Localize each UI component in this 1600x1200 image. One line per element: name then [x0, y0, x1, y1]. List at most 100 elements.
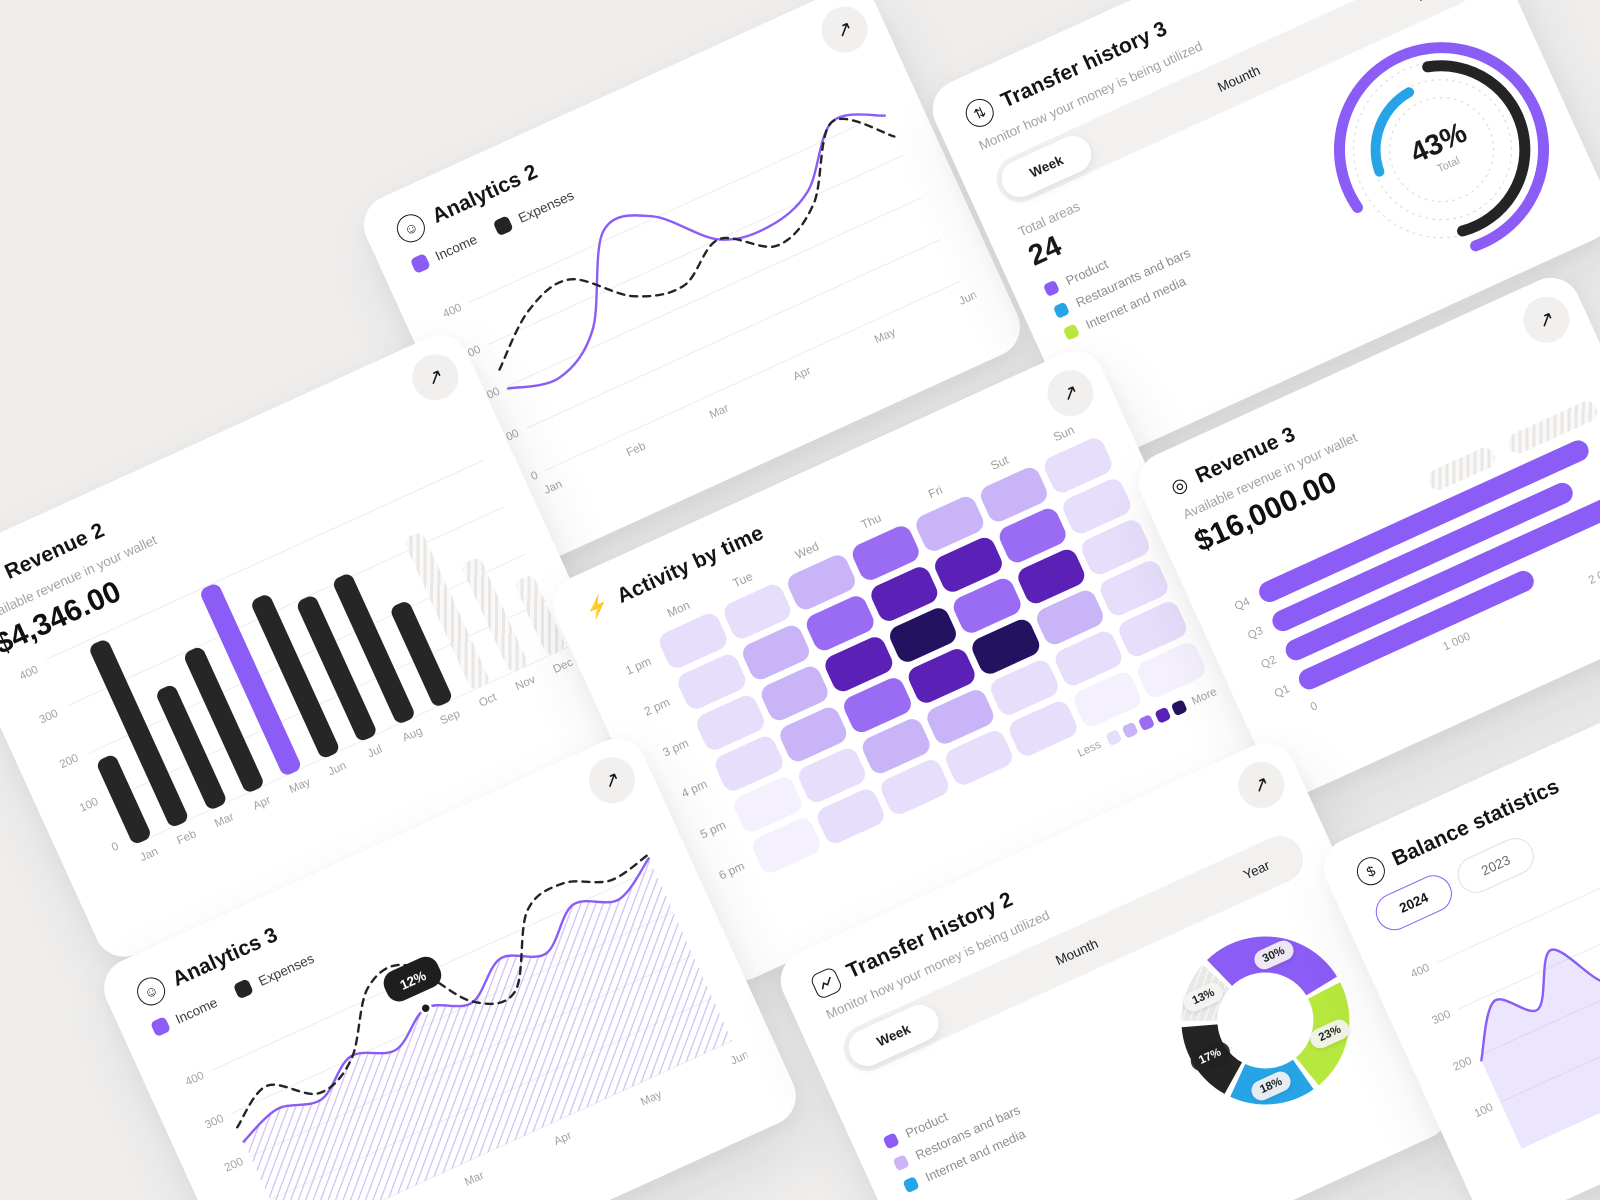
expenses-swatch [492, 215, 515, 237]
x-tick: Jun [326, 759, 349, 779]
card-transfer-history-2: ↗ Transfer history 2 Monitor how your mo… [771, 733, 1459, 1200]
y-tick: 100 [77, 796, 101, 815]
series-income [242, 857, 650, 1143]
smiley-icon: ☺ [392, 209, 430, 247]
x-tick: Dec [551, 656, 575, 676]
time-label: 4 pm [679, 776, 710, 801]
heat-level-swatch [1121, 721, 1139, 739]
arrow-up-right-icon: ↗ [1534, 306, 1558, 333]
card-analytics-3: ↗ ☺ Analytics 3 Income Expenses 01002003… [94, 728, 806, 1200]
x-tick: Sep [438, 707, 463, 728]
row-label: Q4 [1232, 595, 1252, 613]
x-tick: Mar [212, 811, 236, 831]
x-tick: Jun [957, 289, 979, 308]
legend-more-label: More [1189, 685, 1219, 708]
income-swatch [409, 252, 431, 275]
arc-black [1422, 60, 1531, 237]
x-tick: Mar [463, 1170, 486, 1189]
gridline [468, 112, 885, 304]
arrow-up-right-icon: ↗ [423, 364, 447, 391]
x-tick: Mar [708, 402, 731, 421]
legend-swatch [892, 1154, 910, 1172]
gridline [526, 238, 942, 429]
lightning-icon: ⚡ [582, 593, 613, 623]
transfer-arrows-icon: ⇅ [961, 94, 999, 132]
y-tick: 200 [223, 1156, 245, 1175]
arrow-up-right-icon: ↗ [832, 16, 857, 43]
x-tick: May [873, 326, 898, 346]
x-tick: Oct [477, 691, 499, 710]
gridline [487, 154, 904, 345]
x-tick: Nov [513, 673, 538, 694]
heat-level-swatch [1154, 706, 1172, 724]
x-tick: Jul [365, 743, 385, 761]
y-tick: 200 [1451, 1055, 1473, 1074]
line-chart-icon [809, 965, 844, 1001]
bar-jun [249, 592, 341, 760]
x-tick: Apr [251, 794, 273, 813]
time-label: 6 pm [716, 858, 747, 883]
series-income [506, 113, 887, 390]
x-tick: May [639, 1089, 664, 1109]
time-label: 2 pm [641, 694, 673, 719]
area-fill [1481, 890, 1600, 1149]
dotted-ring [1388, 97, 1495, 203]
y-tick: 400 [441, 302, 463, 321]
x-tick: Aug [400, 725, 425, 745]
card-transfer-history-3: ↗ ⇅ Transfer history 3 Monitor how your … [923, 0, 1600, 468]
radial-chart: 43% Total [1289, 0, 1594, 302]
category-legend: Product Restorans and bars Internet and me… [882, 1080, 1032, 1194]
row-label: Q1 [1272, 682, 1292, 701]
target-icon: ◎ [1167, 472, 1192, 499]
arc-purple [1334, 42, 1550, 252]
smiley-icon: ☺ [132, 972, 170, 1010]
gridline [545, 280, 961, 471]
series-2024 [1480, 889, 1600, 1062]
heat-level-swatch [1137, 714, 1155, 732]
arrow-up-right-icon: ↗ [1058, 380, 1083, 406]
donut-chart: 13% 30% 23% 18% 17% [1126, 881, 1404, 1159]
row-label: Q3 [1245, 624, 1265, 642]
x-tick: Apr [552, 1130, 573, 1148]
tooltip-dot [419, 1001, 432, 1015]
gridline [1500, 965, 1600, 1103]
series-expenses [236, 854, 649, 1129]
y-tick: 100 [1473, 1101, 1495, 1120]
x-tick: 2 000 [1586, 564, 1600, 587]
time-label: 3 pm [660, 735, 691, 760]
x-tick: Jun [729, 1049, 751, 1068]
row-label [1214, 572, 1236, 582]
arrow-up-right-icon: ↗ [1249, 772, 1273, 798]
income-expenses-area-chart: 0100200300400JanFebMarAprMayJun12% [184, 854, 751, 1200]
line-chart-glyph [821, 976, 831, 990]
y-tick: 400 [17, 663, 41, 683]
card-body: Total areas 24 Product Restaurants and ba… [1012, 1, 1581, 428]
coin-icon: $ [0, 565, 3, 603]
time-label: 1 pm [623, 653, 654, 678]
tooltip-bubble [383, 956, 442, 1002]
y-tick: 200 [57, 751, 81, 771]
radial-rings [1334, 42, 1550, 252]
x-tick: Jan [542, 478, 564, 497]
dotted-ring [1370, 79, 1513, 221]
arrow-up-right-icon: ↗ [600, 767, 624, 794]
heat-level-swatch [1170, 699, 1188, 717]
y-tick: 400 [1409, 962, 1431, 981]
area-fill [243, 858, 732, 1200]
legend-swatch [902, 1176, 920, 1194]
row-label: Q2 [1259, 653, 1279, 671]
y-tick: 300 [203, 1113, 225, 1132]
x-tick: May [287, 776, 313, 797]
card-header: Transfer history 2 [809, 769, 1275, 1001]
gridline [1457, 872, 1600, 1010]
y-tick: 300 [37, 707, 61, 727]
series-expenses [498, 117, 896, 371]
x-tick: 0 [1308, 700, 1320, 714]
legend-swatch [1062, 323, 1081, 341]
x-tick: Feb [175, 828, 199, 848]
legend-swatch [1052, 301, 1071, 319]
balance-area-chart: 100 200 300 400 [1409, 826, 1600, 1149]
time-label: 5 pm [697, 817, 728, 842]
